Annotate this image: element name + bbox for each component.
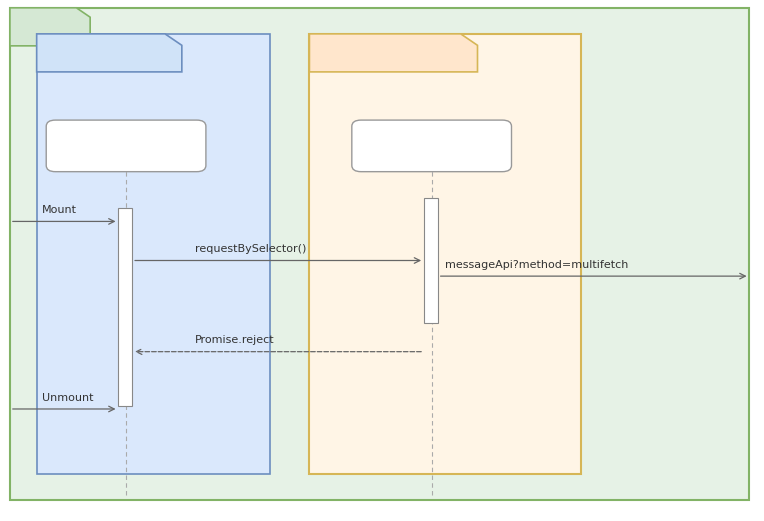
Polygon shape bbox=[37, 34, 182, 72]
Text: Frosmo custom script: Frosmo custom script bbox=[322, 46, 455, 59]
Text: messageApi?method=multifetch: messageApi?method=multifetch bbox=[445, 260, 629, 270]
FancyBboxPatch shape bbox=[10, 8, 749, 500]
FancyBboxPatch shape bbox=[118, 208, 132, 406]
Polygon shape bbox=[10, 8, 90, 46]
FancyBboxPatch shape bbox=[37, 34, 270, 474]
FancyBboxPatch shape bbox=[424, 198, 438, 323]
Polygon shape bbox=[309, 34, 478, 72]
Text: Browser: Browser bbox=[22, 20, 73, 33]
Text: FrosmoPlacement: FrosmoPlacement bbox=[74, 140, 178, 152]
FancyBboxPatch shape bbox=[47, 120, 206, 172]
Text: Mount: Mount bbox=[42, 205, 77, 215]
Text: Promise.reject: Promise.reject bbox=[195, 336, 274, 345]
Text: Frosmo SPA module: Frosmo SPA module bbox=[374, 140, 490, 152]
FancyBboxPatch shape bbox=[351, 120, 511, 172]
Text: Unmount: Unmount bbox=[42, 393, 93, 403]
Text: requestBySelector(): requestBySelector() bbox=[195, 244, 306, 254]
FancyBboxPatch shape bbox=[309, 34, 581, 474]
Text: React application: React application bbox=[50, 46, 159, 59]
